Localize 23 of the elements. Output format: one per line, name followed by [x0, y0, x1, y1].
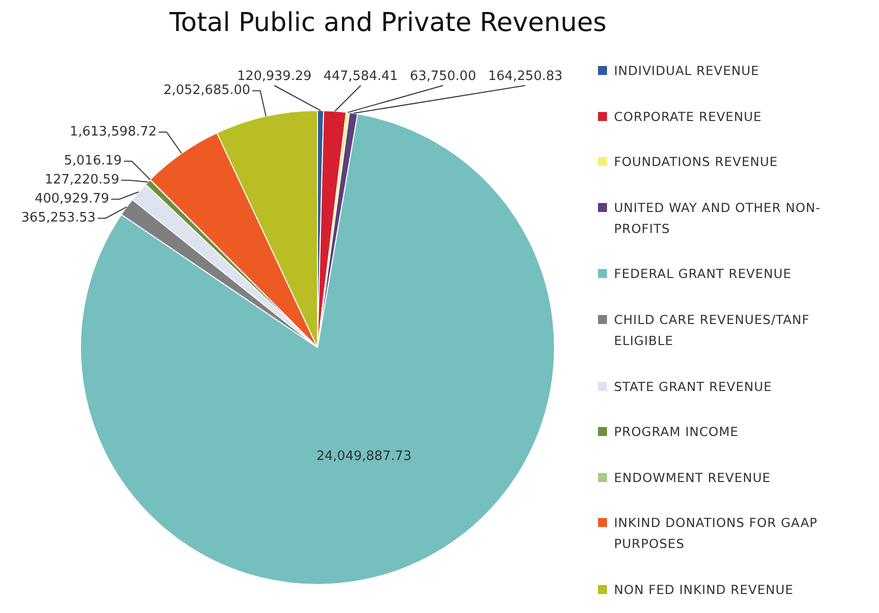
- data-label: 447,584.41: [324, 68, 398, 84]
- data-label: 120,939.29: [237, 68, 312, 84]
- legend-label: STATE GRANT REVENUE: [614, 378, 772, 396]
- chart-title: Total Public and Private Revenues: [168, 8, 608, 38]
- data-label: 63,750.00: [410, 68, 476, 84]
- data-label: 127,220.59: [44, 172, 120, 188]
- data-label: 365,253.53: [21, 210, 96, 226]
- data-label: 164,250.83: [488, 68, 563, 84]
- legend-label: INDIVIDUAL REVENUE: [614, 62, 760, 80]
- data-label: 2,052,685.00: [163, 83, 250, 98]
- legend-label: PROGRAM INCOME: [614, 423, 739, 442]
- legend-label: INKIND DONATIONS FOR GAAP PURPOSES: [614, 514, 819, 554]
- data-label: 1,613,598.72: [70, 124, 157, 140]
- legend-label: FEDERAL GRANT REVENUE: [614, 265, 792, 284]
- data-label: 400,929.79: [34, 192, 110, 207]
- legend-label: ENDOWMENT REVENUE: [614, 468, 771, 487]
- legend-label: CHILD CARE REVENUES/TANF ELIGIBLE: [614, 310, 811, 350]
- data-label: 5,016.19: [64, 154, 122, 169]
- legend-label: CORPORATE REVENUE: [614, 108, 762, 126]
- legend-label: NON FED INKIND REVENUE: [614, 580, 794, 599]
- legend-label: FOUNDATIONS REVENUE: [614, 153, 778, 172]
- legend-label: UNITED WAY AND OTHER NON-PROFITS: [614, 198, 822, 238]
- data-label: 24,049,887.73: [316, 448, 412, 464]
